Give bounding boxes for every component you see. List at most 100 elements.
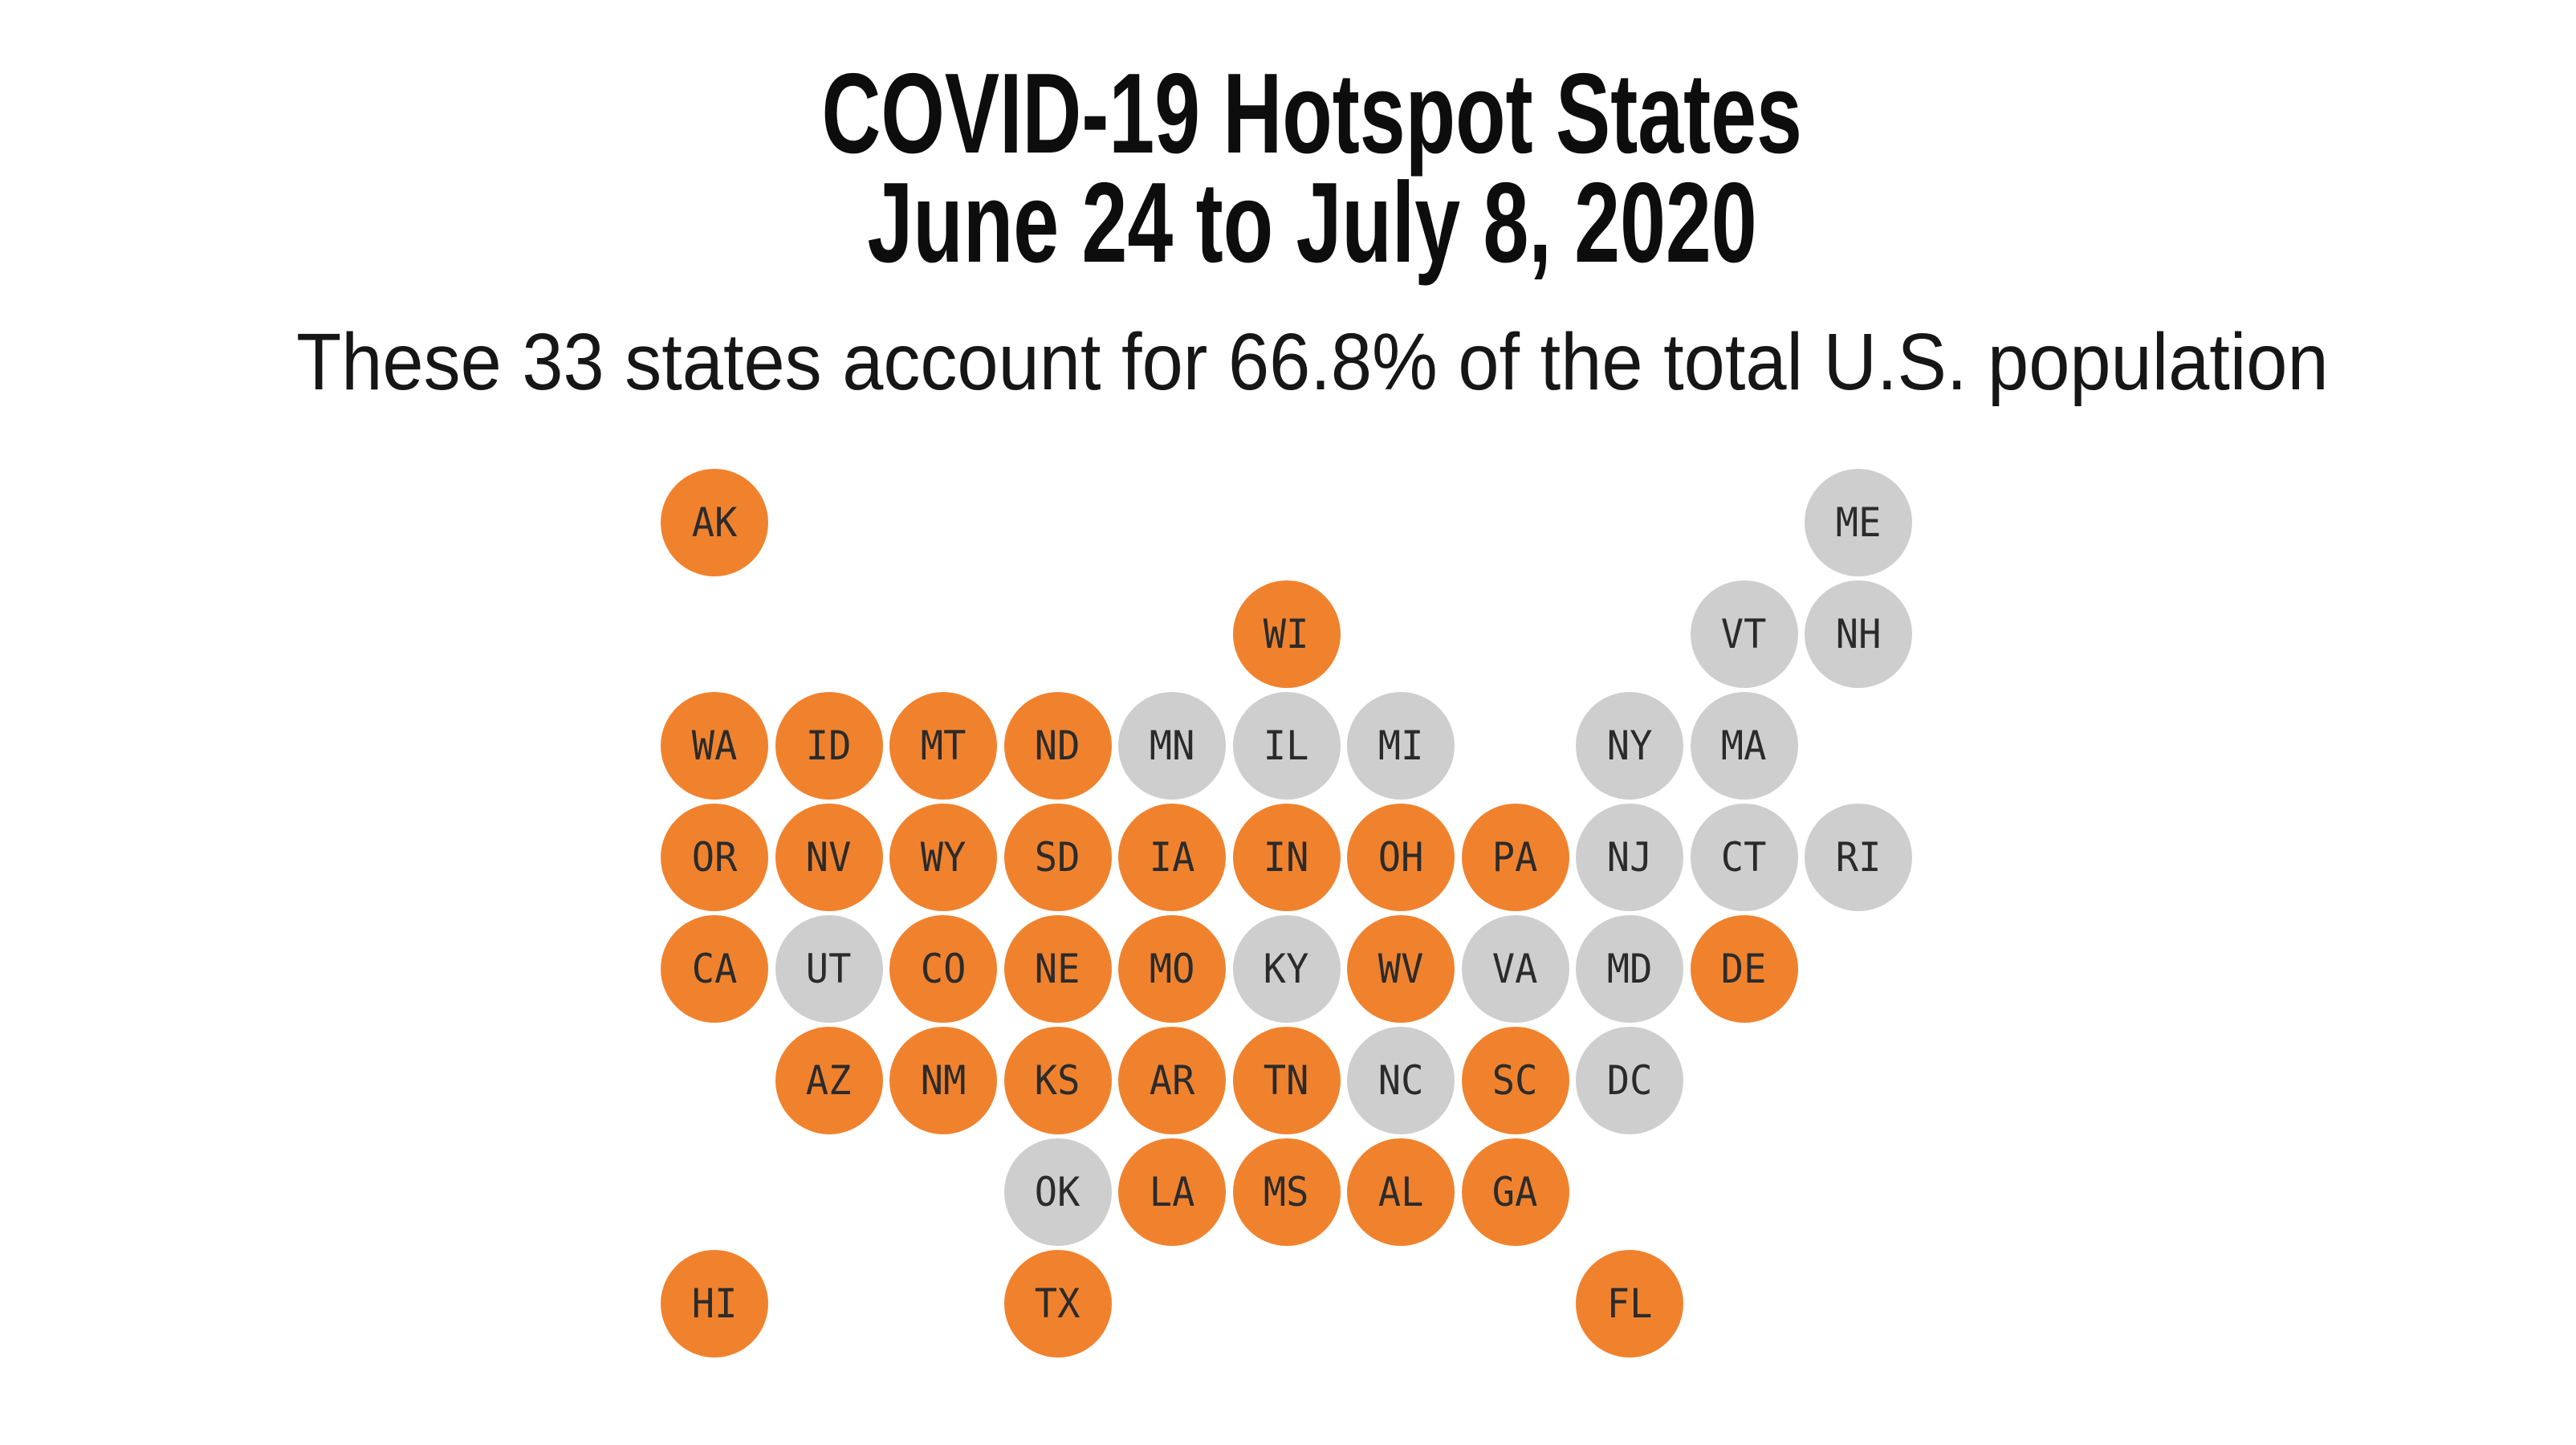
state-label: OK xyxy=(1035,1169,1080,1215)
state-label: GA xyxy=(1492,1169,1538,1215)
state-label: AL xyxy=(1378,1169,1424,1215)
state-tile-ri: RI xyxy=(1805,804,1912,911)
state-label: CA xyxy=(691,946,738,992)
state-tile-md: MD xyxy=(1576,915,1683,1023)
state-tile-co: CO xyxy=(889,915,997,1023)
state-label: ME xyxy=(1835,499,1882,546)
state-tile-de: DE xyxy=(1690,915,1798,1023)
state-tile-ok: OK xyxy=(1003,1138,1112,1246)
title-line-2-text: June 24 to July 8, 2020 xyxy=(867,159,1757,287)
state-tile-mt: MT xyxy=(889,692,997,800)
state-label: VA xyxy=(1492,946,1538,992)
state-tile-tn: TN xyxy=(1232,1027,1341,1134)
state-tile-or: OR xyxy=(661,804,768,911)
state-label: AR xyxy=(1149,1057,1195,1104)
state-label: MS xyxy=(1264,1169,1309,1215)
state-label: KY xyxy=(1264,946,1309,992)
state-label: MD xyxy=(1606,946,1653,992)
state-tile-nh: NH xyxy=(1805,580,1912,688)
state-tile-hi: HI xyxy=(661,1250,768,1357)
state-label: HI xyxy=(691,1280,738,1327)
state-tile-wv: WV xyxy=(1347,915,1455,1023)
state-tile-ny: NY xyxy=(1576,692,1683,800)
state-tile-fl: FL xyxy=(1576,1250,1683,1357)
state-tile-pa: PA xyxy=(1461,804,1569,911)
chart-title: COVID-19 Hotspot States June 24 to July … xyxy=(0,0,2576,287)
state-tile-mo: MO xyxy=(1118,915,1226,1023)
state-label: OH xyxy=(1378,834,1424,881)
state-tile-al: AL xyxy=(1347,1138,1455,1246)
state-label: LA xyxy=(1149,1169,1195,1215)
state-tile-wa: WA xyxy=(661,692,768,800)
state-label: TN xyxy=(1264,1057,1309,1104)
header: COVID-19 Hotspot States June 24 to July … xyxy=(0,0,2576,407)
state-tile-nc: NC xyxy=(1347,1027,1455,1134)
state-tile-tx: TX xyxy=(1003,1250,1112,1357)
state-label: IA xyxy=(1149,834,1195,881)
state-label: NY xyxy=(1606,722,1653,769)
state-tile-id: ID xyxy=(775,692,883,800)
state-label: CO xyxy=(920,946,967,992)
state-tile-ar: AR xyxy=(1118,1027,1226,1134)
state-tile-sd: SD xyxy=(1003,804,1112,911)
state-label: TX xyxy=(1035,1280,1080,1327)
state-label: NJ xyxy=(1606,834,1653,881)
state-tile-ms: MS xyxy=(1232,1138,1341,1246)
state-label: NH xyxy=(1835,611,1882,657)
state-label: NM xyxy=(920,1057,967,1104)
state-label: AK xyxy=(691,499,738,546)
state-tile-me: ME xyxy=(1805,469,1912,576)
state-label: WV xyxy=(1378,946,1424,992)
state-tile-dc: DC xyxy=(1576,1027,1683,1134)
state-label: IN xyxy=(1264,834,1309,881)
state-label: MI xyxy=(1378,722,1424,769)
state-label: ND xyxy=(1035,722,1080,769)
state-label: ID xyxy=(806,722,852,769)
chart-subtitle: These 33 states account for 66.8% of the… xyxy=(0,278,2576,406)
state-label: NE xyxy=(1035,946,1080,992)
state-tile-ma: MA xyxy=(1690,692,1798,800)
state-label: IL xyxy=(1264,722,1309,769)
state-tile-wi: WI xyxy=(1232,580,1341,688)
state-label: WY xyxy=(920,834,967,881)
state-tile-nd: ND xyxy=(1003,692,1112,800)
state-tile-va: VA xyxy=(1461,915,1569,1023)
state-label: DC xyxy=(1606,1057,1653,1104)
title-line-1: COVID-19 Hotspot States xyxy=(0,50,2576,177)
state-label: FL xyxy=(1606,1280,1653,1327)
state-tile-nj: NJ xyxy=(1576,804,1683,911)
state-label: KS xyxy=(1035,1057,1080,1104)
state-label: PA xyxy=(1492,834,1538,881)
state-tile-sc: SC xyxy=(1461,1027,1569,1134)
state-label: NV xyxy=(806,834,852,881)
state-tile-in: IN xyxy=(1232,804,1341,911)
state-tile-ga: GA xyxy=(1461,1138,1569,1246)
state-tile-ct: CT xyxy=(1690,804,1798,911)
state-tile-ca: CA xyxy=(661,915,768,1023)
state-tile-mn: MN xyxy=(1118,692,1226,800)
state-label: AZ xyxy=(806,1057,852,1104)
state-label: MN xyxy=(1149,722,1195,769)
state-tile-wy: WY xyxy=(889,804,997,911)
state-label: MA xyxy=(1721,722,1767,769)
state-tile-la: LA xyxy=(1118,1138,1226,1246)
state-tile-ks: KS xyxy=(1003,1027,1112,1134)
state-label: WA xyxy=(691,722,738,769)
state-label: UT xyxy=(806,946,852,992)
state-label: CT xyxy=(1721,834,1767,881)
state-label: MT xyxy=(920,722,967,769)
state-tile-ne: NE xyxy=(1003,915,1112,1023)
state-tile-mi: MI xyxy=(1347,692,1455,800)
state-label: OR xyxy=(691,834,738,881)
state-tile-vt: VT xyxy=(1690,580,1798,688)
chart-subtitle-text: These 33 states account for 66.8% of the… xyxy=(295,317,2329,407)
state-label: NC xyxy=(1378,1057,1424,1104)
title-line-2: June 24 to July 8, 2020 xyxy=(0,159,2576,287)
state-label: VT xyxy=(1721,611,1767,657)
state-label: WI xyxy=(1264,611,1309,657)
state-tile-il: IL xyxy=(1232,692,1341,800)
title-line-1-text: COVID-19 Hotspot States xyxy=(821,50,1803,177)
state-label: MO xyxy=(1149,946,1195,992)
